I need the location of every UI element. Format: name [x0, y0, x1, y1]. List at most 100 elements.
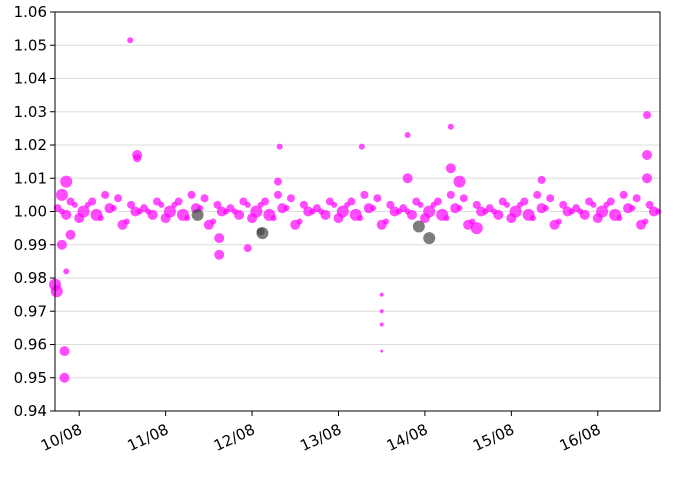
point	[412, 197, 421, 206]
y-tick-label: 0.99	[14, 236, 47, 254]
point	[498, 197, 507, 206]
point	[74, 213, 85, 224]
point	[592, 213, 603, 224]
point	[130, 206, 141, 217]
point	[491, 208, 498, 215]
point	[395, 208, 402, 215]
point	[360, 190, 369, 199]
x-tick-label: 10/08	[38, 420, 85, 455]
y-tick-label: 1.02	[14, 136, 47, 154]
point	[277, 203, 288, 214]
point	[542, 205, 549, 212]
x-tick-label: 12/08	[211, 420, 258, 455]
points	[49, 37, 662, 383]
point	[577, 208, 584, 215]
point	[609, 208, 622, 221]
point	[59, 372, 70, 383]
point	[56, 239, 67, 250]
point	[214, 249, 225, 260]
y-tick-label: 0.95	[14, 369, 47, 387]
point	[203, 219, 214, 230]
point	[629, 205, 636, 212]
point	[58, 208, 65, 215]
point	[642, 173, 653, 184]
point	[450, 203, 461, 214]
x-tick-label: 11/08	[125, 420, 172, 455]
point	[379, 292, 384, 297]
point	[318, 208, 325, 215]
point	[549, 219, 560, 230]
point	[648, 206, 659, 217]
point	[380, 349, 384, 353]
point	[63, 268, 70, 275]
point	[127, 200, 136, 209]
point	[299, 200, 308, 209]
point	[536, 203, 547, 214]
point	[200, 194, 209, 203]
point	[171, 201, 178, 208]
point	[55, 188, 68, 201]
point	[90, 208, 103, 221]
point	[276, 143, 283, 150]
point	[187, 190, 196, 199]
point	[645, 200, 654, 209]
point	[453, 175, 466, 188]
point	[402, 173, 413, 184]
point	[223, 208, 230, 215]
point	[463, 219, 474, 230]
point	[59, 346, 70, 357]
point	[256, 227, 265, 236]
y-tick-label: 0.96	[14, 336, 47, 354]
point	[482, 208, 489, 215]
point	[273, 177, 282, 186]
point	[533, 190, 542, 199]
point	[559, 200, 568, 209]
point	[60, 175, 73, 188]
point	[623, 203, 634, 214]
point	[643, 111, 652, 120]
y-tick-label: 1.06	[14, 3, 47, 21]
point	[370, 205, 377, 212]
point	[283, 205, 290, 212]
point	[642, 149, 653, 160]
point	[419, 213, 430, 224]
point	[191, 208, 204, 221]
point	[101, 190, 110, 199]
point	[603, 201, 610, 208]
x-tick-label: 14/08	[384, 420, 431, 455]
point	[213, 200, 222, 209]
point	[110, 205, 117, 212]
point	[386, 200, 395, 209]
point	[247, 213, 258, 224]
point	[404, 132, 411, 139]
point	[379, 309, 384, 314]
point	[562, 206, 573, 217]
point	[568, 208, 575, 215]
point	[303, 206, 314, 217]
x-tick-label: 15/08	[470, 420, 517, 455]
point	[117, 219, 128, 230]
point	[160, 213, 171, 224]
point	[430, 201, 437, 208]
point	[309, 208, 316, 215]
point	[325, 197, 334, 206]
point	[546, 194, 555, 203]
point	[239, 197, 248, 206]
point	[476, 206, 487, 217]
point	[522, 208, 535, 221]
point	[447, 123, 454, 130]
point	[257, 201, 264, 208]
point	[84, 201, 91, 208]
point	[152, 197, 161, 206]
point	[127, 37, 134, 44]
y-tick-label: 1.05	[14, 36, 47, 54]
point	[635, 219, 646, 230]
point	[145, 208, 152, 215]
point	[231, 208, 238, 215]
point	[456, 205, 463, 212]
point	[66, 197, 75, 206]
point	[133, 154, 142, 163]
point	[412, 220, 425, 233]
point	[373, 194, 382, 203]
